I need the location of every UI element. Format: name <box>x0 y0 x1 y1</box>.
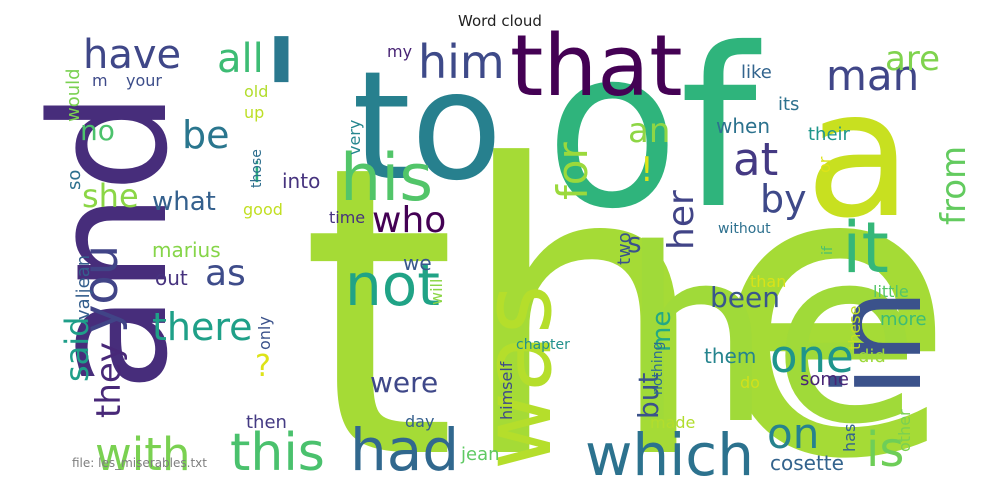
word-with: with <box>95 428 190 481</box>
word-day: day <box>405 412 434 431</box>
chart-title: Word cloud <box>458 12 542 30</box>
word-very: very <box>345 120 364 155</box>
word-it: it <box>842 207 889 289</box>
word-we: we <box>403 251 432 275</box>
word-these: these <box>845 306 864 350</box>
word-this: this <box>230 423 325 483</box>
word-up: up <box>244 103 264 122</box>
word-which: which <box>585 421 754 489</box>
word-man: man <box>826 51 919 100</box>
word-those: those <box>249 149 265 188</box>
word-they: they <box>89 342 129 418</box>
word-so: so <box>64 170 85 190</box>
word-he: he <box>620 197 920 477</box>
word-cosette: cosette <box>770 451 844 475</box>
word-has: has <box>840 424 859 452</box>
word-no: no <box>80 114 115 147</box>
word-all: all <box>217 36 264 82</box>
word-be: be <box>182 113 230 157</box>
word-m: m <box>92 71 108 90</box>
word-in: in <box>810 289 949 398</box>
word-nothing: nothing <box>650 342 666 395</box>
word-was: was <box>463 285 573 470</box>
word-jean: jean <box>460 444 500 465</box>
word-as: as <box>205 253 246 294</box>
word-two: two <box>614 232 635 265</box>
word-only: only <box>255 316 274 350</box>
word-the: the <box>300 82 956 500</box>
word-them: them <box>704 344 756 368</box>
word-who: who <box>372 200 446 241</box>
word-of: of <box>545 1 762 257</box>
word-time: time <box>329 208 365 227</box>
word-if: if <box>820 245 836 255</box>
word-glyph-6: ' <box>258 3 305 201</box>
word-marius: marius <box>152 238 221 262</box>
word-have: have <box>83 32 181 78</box>
word-do: do <box>740 373 760 392</box>
word-my: my <box>387 42 412 61</box>
word-glyph-47: ! <box>640 150 654 190</box>
word-him: him <box>418 35 505 89</box>
word-had: had <box>350 416 459 484</box>
word-valjean: valjean <box>73 255 94 320</box>
word-would: would <box>63 68 84 122</box>
word-other: other <box>895 409 914 452</box>
word-chapter: chapter <box>516 337 570 353</box>
word-there: there <box>152 305 253 349</box>
word-did: did <box>858 346 886 367</box>
word-she: she <box>82 177 139 215</box>
word-her: her <box>661 190 702 250</box>
word-your: your <box>126 71 162 90</box>
word-said: said <box>58 317 96 382</box>
word-out: out <box>155 266 188 290</box>
word-from: from <box>934 146 974 225</box>
word-on: on <box>767 409 819 458</box>
word-and: and <box>16 91 203 392</box>
word-is: is <box>866 422 904 478</box>
word-by: by <box>760 177 807 221</box>
word-made: made <box>650 413 695 432</box>
word-without: without <box>718 221 771 237</box>
word-you: you <box>73 245 129 333</box>
word-like: like <box>741 62 772 83</box>
word-a: a <box>805 54 912 257</box>
word-that: that <box>510 17 683 116</box>
word-his: his <box>340 141 433 216</box>
word-to: to <box>352 40 503 214</box>
source-file-label: file: les_miserables.txt <box>72 456 207 470</box>
word-little: little <box>873 282 909 301</box>
word-some: some <box>800 369 849 390</box>
word-good: good <box>243 200 283 219</box>
word-more: more <box>880 309 927 330</box>
word-but: but <box>632 372 665 419</box>
word-its: its <box>778 94 799 115</box>
word-for: for <box>548 142 597 200</box>
word-not: not <box>345 251 440 319</box>
word-s: s <box>627 226 642 259</box>
word-into: into <box>282 169 320 193</box>
word-when: when <box>716 114 770 138</box>
word-or: or <box>815 156 834 173</box>
word-one: one <box>770 330 854 383</box>
word-than: than <box>750 272 786 291</box>
word-old: old <box>244 82 268 101</box>
word-will: will <box>427 279 446 305</box>
word-been: been <box>710 281 780 314</box>
word-their: their <box>808 124 851 145</box>
word-himself: himself <box>497 361 516 420</box>
word-glyph-48: ? <box>255 349 271 384</box>
word-at: at <box>733 133 778 186</box>
word-i: i <box>253 156 261 189</box>
word-are: are <box>885 39 940 79</box>
word-were: were <box>370 366 438 399</box>
word-an: an <box>628 111 670 151</box>
word-me: me <box>647 311 677 352</box>
word-what: what <box>152 187 216 217</box>
word-then: then <box>246 412 287 433</box>
